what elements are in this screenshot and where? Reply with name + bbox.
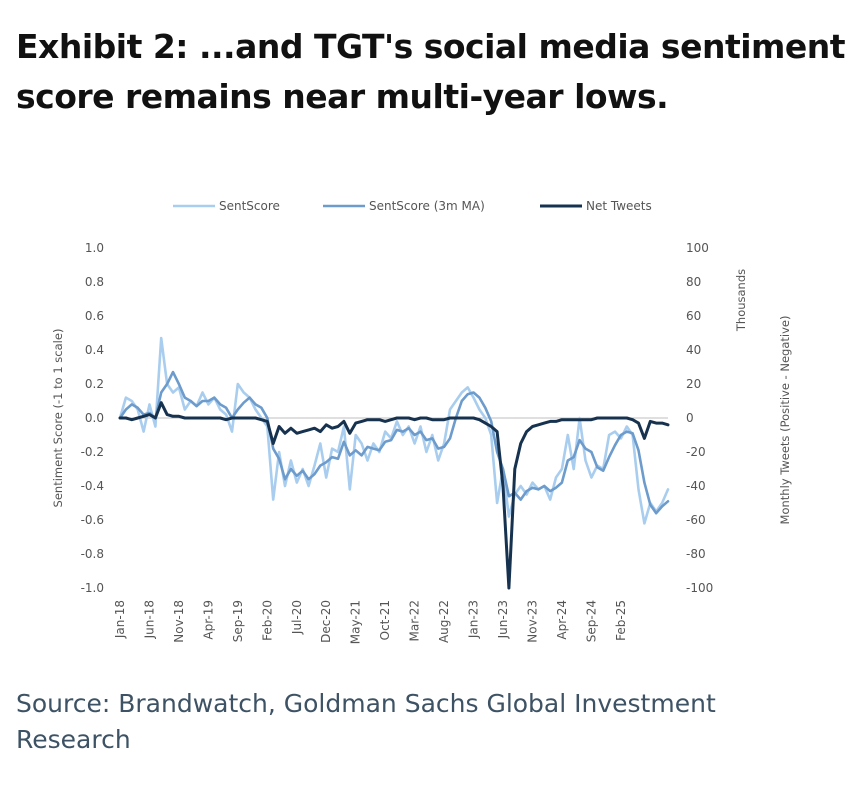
x-tick-label: Jun-23 xyxy=(496,600,510,639)
right-tick-label: 40 xyxy=(686,343,701,357)
left-axis-label: Sentiment Score (-1 to 1 scale) xyxy=(51,329,65,508)
right-axis-label: Monthly Tweets (Positive - Negative) xyxy=(778,316,792,525)
x-tick-label: Jan-18 xyxy=(113,600,127,639)
sentiment-chart: SentScore SentScore (3m MA) Net Tweets 1.0… xyxy=(51,199,792,644)
right-tick-label: -60 xyxy=(686,513,706,527)
left-tick-label: -0.8 xyxy=(81,547,104,561)
series-line-3 xyxy=(118,401,670,590)
left-tick-label: -0.6 xyxy=(81,513,104,527)
x-tick-label: Sep-19 xyxy=(231,600,245,642)
series-layer xyxy=(118,336,670,590)
right-tick-label: -80 xyxy=(686,547,706,561)
x-tick-label: Apr-24 xyxy=(555,600,569,640)
right-tick-label: -100 xyxy=(686,581,713,595)
chart-title-line-2: score remains near multi-year lows. xyxy=(16,77,669,116)
left-tick-label: 0.4 xyxy=(85,343,104,357)
legend: SentScore SentScore (3m MA) Net Tweets xyxy=(173,199,652,213)
x-tick-label: Jul-20 xyxy=(290,600,304,635)
source-line-2: Research xyxy=(16,725,131,754)
x-axis-ticks: Jan-18 Jun-18 Nov-18 Apr-19 Sep-19 Feb-20 Jul-… xyxy=(113,600,628,644)
right-tick-label: 100 xyxy=(686,241,709,255)
left-tick-label: -0.2 xyxy=(81,445,104,459)
chart-title-line-1: Exhibit 2: ...and TGT's social media sen… xyxy=(16,27,846,66)
source-note: Source: Brandwatch, Goldman Sachs Global… xyxy=(16,686,832,758)
right-tick-label: 20 xyxy=(686,377,701,391)
x-tick-label: Feb-25 xyxy=(614,600,628,641)
x-tick-label: May-21 xyxy=(349,600,363,644)
x-tick-label: Mar-22 xyxy=(408,600,422,641)
x-tick-label: Feb-20 xyxy=(260,600,274,641)
legend-label-2: SentScore (3m MA) xyxy=(369,199,485,213)
x-tick-label: Dec-20 xyxy=(319,600,333,643)
x-tick-label: Aug-22 xyxy=(437,600,451,643)
left-tick-label: 0.0 xyxy=(85,411,104,425)
left-tick-label: 0.6 xyxy=(85,309,104,323)
left-tick-label: 0.8 xyxy=(85,275,104,289)
x-tick-label: Oct-21 xyxy=(378,600,392,640)
right-axis-ticks: 100 80 60 40 20 0 -20 -40 -60 -80 -100 xyxy=(686,241,713,595)
legend-label-3: Net Tweets xyxy=(586,199,652,213)
series-line-2 xyxy=(118,370,670,515)
right-tick-label: -40 xyxy=(686,479,706,493)
x-tick-label: Nov-18 xyxy=(172,600,186,643)
x-tick-label: Apr-19 xyxy=(201,600,215,640)
left-tick-label: -1.0 xyxy=(81,581,104,595)
right-tick-label: -20 xyxy=(686,445,706,459)
left-tick-label: 0.2 xyxy=(85,377,104,391)
source-line-1: Source: Brandwatch, Goldman Sachs Global… xyxy=(16,689,716,718)
x-tick-label: Jun-18 xyxy=(142,600,156,639)
right-axis-unit-label: Thousands xyxy=(734,269,748,332)
x-tick-label: Sep-24 xyxy=(584,600,598,642)
chart-title: Exhibit 2: ...and TGT's social media sen… xyxy=(16,22,846,122)
left-tick-label: 1.0 xyxy=(85,241,104,255)
left-axis-ticks: 1.0 0.8 0.6 0.4 0.2 0.0 -0.2 -0.4 -0.6 -0.8 -1.0 xyxy=(81,241,104,595)
right-tick-label: 0 xyxy=(686,411,694,425)
series-line-1 xyxy=(118,336,670,525)
left-tick-label: -0.4 xyxy=(81,479,104,493)
right-tick-label: 60 xyxy=(686,309,701,323)
x-tick-label: Jan-23 xyxy=(467,600,481,639)
right-tick-label: 80 xyxy=(686,275,701,289)
x-tick-label: Nov-23 xyxy=(525,600,539,643)
legend-label-1: SentScore xyxy=(219,199,280,213)
